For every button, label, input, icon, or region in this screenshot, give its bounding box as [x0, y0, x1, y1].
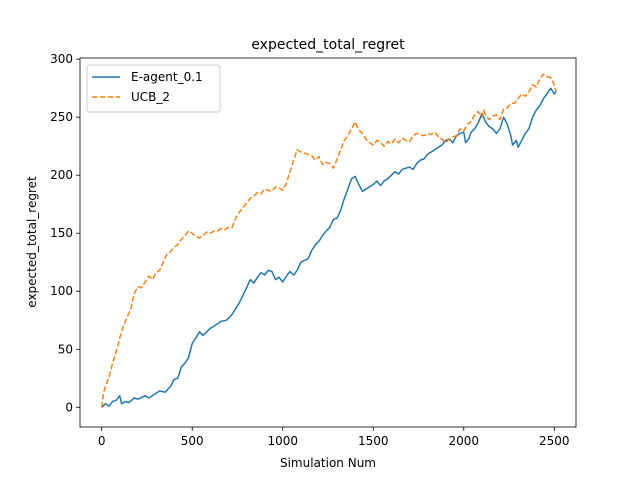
- legend-label: UCB_2: [131, 90, 170, 104]
- legend-box: [86, 64, 221, 113]
- x-tick-label: 500: [181, 434, 204, 448]
- y-tick-label: 0: [65, 400, 73, 414]
- y-tick-label: 250: [50, 110, 73, 124]
- y-tick-label: 150: [50, 226, 73, 240]
- legend-label: E-agent_0.1: [131, 70, 203, 84]
- y-tick-label: 100: [50, 284, 73, 298]
- plot-frame: [79, 57, 577, 428]
- x-tick-label: 1500: [358, 434, 389, 448]
- series-line-ucb-2: [100, 73, 557, 408]
- x-tick-label: 1000: [267, 434, 298, 448]
- axes: 0 500 1000 1500 2000 2500 0 50 100 150 200 250 300: [50, 52, 569, 448]
- x-tick-label: 2000: [448, 434, 479, 448]
- x-tick-label: 0: [98, 434, 106, 448]
- y-axis-label: expected_total_regret: [25, 176, 39, 308]
- y-tick-label: 200: [50, 168, 73, 182]
- y-tick-label: 300: [50, 52, 73, 66]
- chart-title: expected_total_regret: [251, 37, 405, 53]
- series-line-e-agent-0-1: [101, 87, 557, 408]
- legend: E-agent_0.1 UCB_2: [86, 64, 221, 113]
- x-tick-label: 2500: [539, 434, 570, 448]
- y-tick-label: 50: [58, 342, 73, 356]
- x-axis-label: Simulation Num: [280, 456, 376, 470]
- plot-area: [100, 73, 557, 408]
